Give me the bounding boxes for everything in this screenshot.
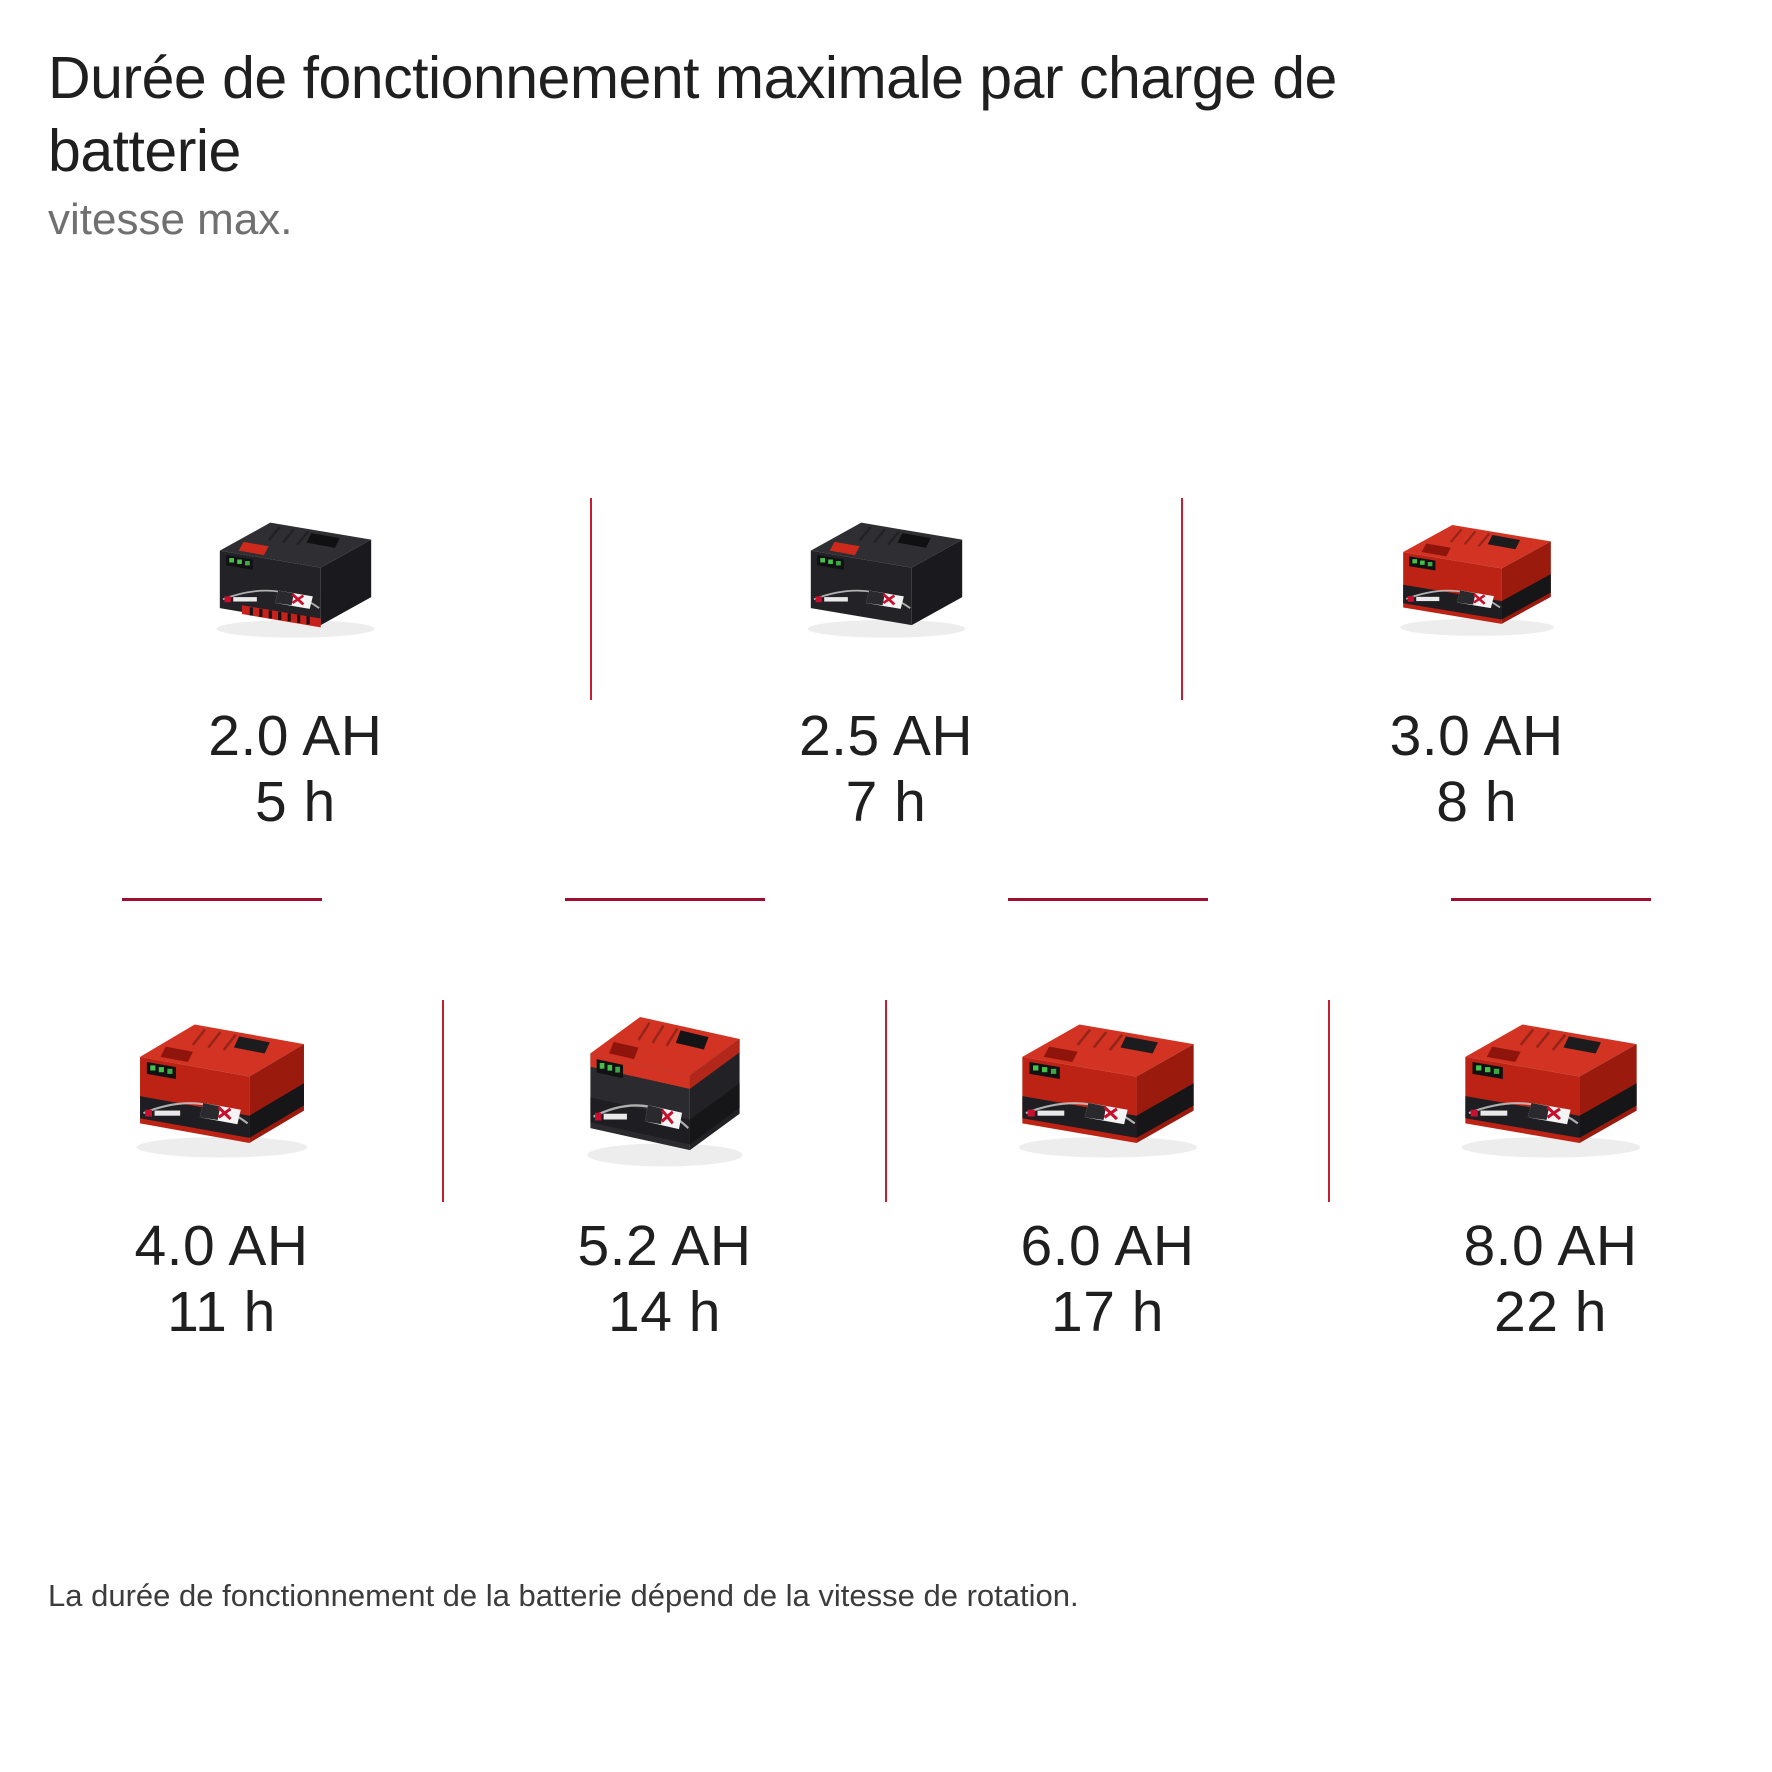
capacity-label: 3.0 AH bbox=[1389, 704, 1564, 768]
battery-cell-8-0ah: 8.0 AH 22 h bbox=[1329, 860, 1772, 1380]
capacity-label: 2.5 AH bbox=[798, 704, 974, 768]
battery-pictogram bbox=[136, 1024, 307, 1158]
capacity-label: 8.0 AH bbox=[1463, 1214, 1638, 1278]
battery-image-6-0ah bbox=[886, 970, 1329, 1200]
header: Durée de fonctionnement maximale par cha… bbox=[48, 42, 1508, 245]
battery-cell-5-2ah: 5.2 AH 14 h bbox=[443, 860, 886, 1380]
battery-pictogram bbox=[1461, 1024, 1640, 1158]
battery-image-5-2ah bbox=[443, 970, 886, 1200]
battery-image-8-0ah bbox=[1329, 970, 1772, 1200]
battery-image-4-0ah bbox=[0, 970, 443, 1200]
red-separator-line bbox=[121, 898, 322, 901]
red-separator-line bbox=[564, 898, 765, 901]
runtime-label: 17 h bbox=[1051, 1280, 1164, 1344]
red-separator-line bbox=[1450, 898, 1651, 901]
battery-pictogram bbox=[807, 522, 965, 638]
battery-image-2-5ah bbox=[591, 460, 1182, 690]
battery-cell-2-5ah: 2.5 AH 7 h bbox=[591, 440, 1182, 840]
battery-pictogram bbox=[216, 522, 375, 638]
red-divider-line bbox=[442, 1000, 444, 1202]
capacity-label: 2.0 AH bbox=[208, 704, 383, 768]
runtime-label: 7 h bbox=[845, 770, 927, 834]
runtime-label: 11 h bbox=[167, 1280, 276, 1344]
battery-pictogram bbox=[1399, 524, 1554, 636]
capacity-label: 4.0 AH bbox=[134, 1214, 309, 1278]
page-title: Durée de fonctionnement maximale par cha… bbox=[48, 45, 1337, 185]
battery-image-2-0ah bbox=[0, 460, 591, 690]
capacity-label: 5.2 AH bbox=[577, 1214, 752, 1278]
capacity-label: 6.0 AH bbox=[1020, 1214, 1195, 1278]
runtime-label: 5 h bbox=[254, 770, 336, 834]
red-separator-line bbox=[1007, 898, 1208, 901]
battery-cell-2-0ah: 2.0 AH 5 h bbox=[0, 440, 591, 840]
battery-cell-3-0ah: 3.0 AH 8 h bbox=[1181, 440, 1772, 840]
battery-row-2: 4.0 AH 11 h bbox=[0, 860, 1772, 1380]
battery-image-3-0ah bbox=[1181, 460, 1772, 690]
red-divider-line bbox=[1181, 498, 1183, 700]
runtime-label: 8 h bbox=[1436, 770, 1518, 834]
battery-pictogram bbox=[1018, 1024, 1197, 1158]
page-subtitle: vitesse max. bbox=[48, 195, 293, 245]
runtime-label: 14 h bbox=[608, 1280, 721, 1344]
red-divider-line bbox=[590, 498, 592, 700]
runtime-label: 22 h bbox=[1494, 1280, 1607, 1344]
battery-cell-4-0ah: 4.0 AH 11 h bbox=[0, 860, 443, 1380]
red-divider-line bbox=[1328, 1000, 1330, 1202]
battery-pictogram bbox=[586, 1016, 743, 1167]
battery-row-1: 2.0 AH 5 h bbox=[0, 440, 1772, 840]
battery-cell-6-0ah: 6.0 AH 17 h bbox=[886, 860, 1329, 1380]
footnote: La durée de fonctionnement de la batteri… bbox=[48, 1578, 1079, 1613]
red-divider-line bbox=[885, 1000, 887, 1202]
